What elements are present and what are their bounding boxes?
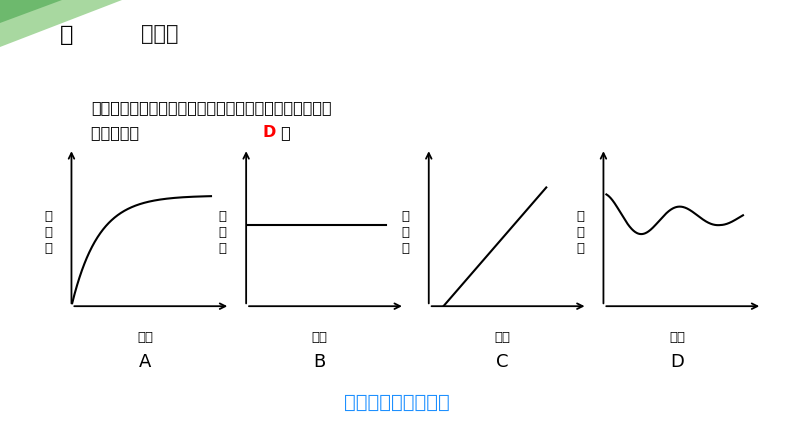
Polygon shape <box>0 0 62 23</box>
Text: A: A <box>139 353 151 371</box>
Text: 时间: 时间 <box>669 331 685 344</box>
Text: 个
体
数: 个 体 数 <box>218 210 226 255</box>
Text: 个
体
数: 个 体 数 <box>44 210 52 255</box>
Text: 个
体
数: 个 体 数 <box>401 210 409 255</box>
Text: D: D <box>670 353 684 371</box>
Text: 时间: 时间 <box>494 331 511 344</box>
Text: 时间: 时间 <box>137 331 153 344</box>
Text: D: D <box>262 125 276 140</box>
Text: 可能是图（: 可能是图（ <box>91 125 145 140</box>
Text: 🪧: 🪧 <box>60 25 73 45</box>
Text: 个
体
数: 个 体 数 <box>576 210 584 255</box>
Polygon shape <box>0 0 122 47</box>
Text: ）: ） <box>276 125 291 140</box>
Text: 相对稳定，动态平衡: 相对稳定，动态平衡 <box>344 393 450 412</box>
Text: C: C <box>496 353 508 371</box>
Text: 想一想: 想一想 <box>141 24 179 43</box>
Text: 在一个稳定的生态系统中，某种生物个体数量变化曲线最: 在一个稳定的生态系统中，某种生物个体数量变化曲线最 <box>91 101 332 116</box>
Text: 时间: 时间 <box>311 331 328 344</box>
Text: B: B <box>314 353 326 371</box>
